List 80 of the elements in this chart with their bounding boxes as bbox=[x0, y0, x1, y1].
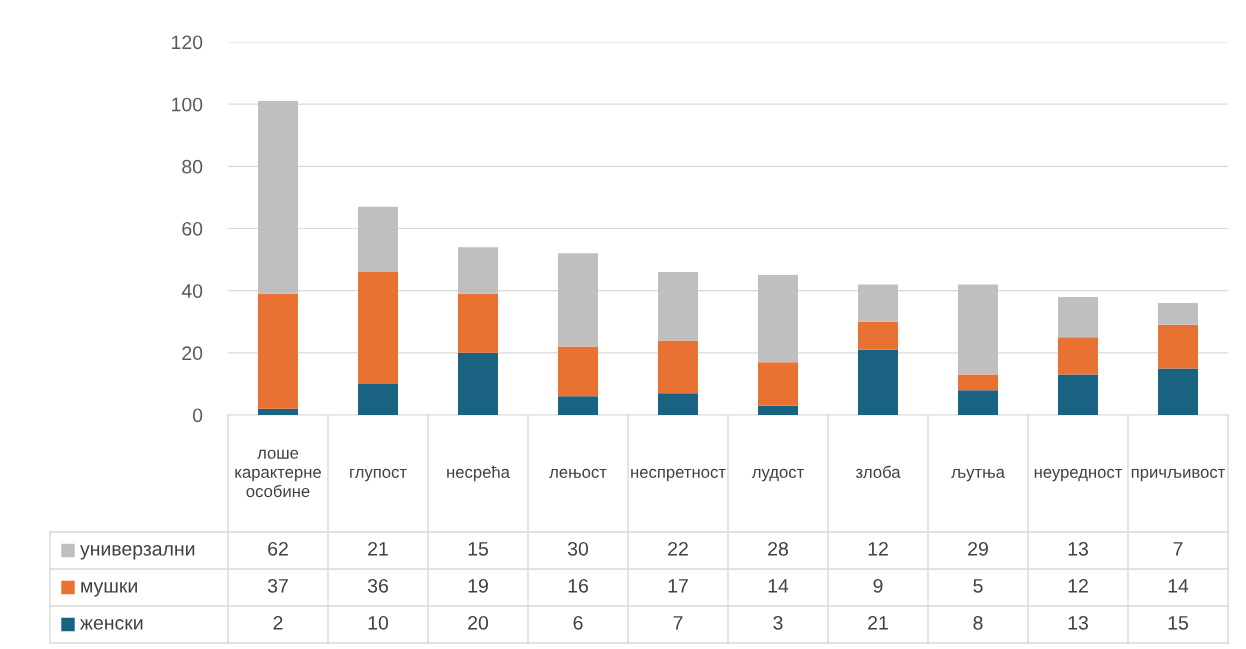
bar bbox=[258, 101, 298, 294]
data-label: 36 bbox=[367, 578, 388, 593]
data-label: 8 bbox=[973, 615, 983, 630]
data-label: 14 bbox=[768, 579, 789, 593]
y-tick-label: 80 bbox=[182, 159, 203, 174]
bar bbox=[458, 247, 498, 294]
data-label: 15 bbox=[1168, 616, 1188, 630]
data-label: 29 bbox=[968, 541, 988, 556]
data-label: 3 bbox=[773, 615, 783, 630]
bar bbox=[658, 272, 698, 341]
data-label: 15 bbox=[468, 542, 488, 556]
bar bbox=[558, 346, 598, 397]
y-tick-label: 60 bbox=[182, 221, 203, 236]
y-tick-label: 0 bbox=[192, 408, 203, 423]
data-label: 9 bbox=[873, 578, 883, 593]
y-tick-label: 100 bbox=[172, 97, 203, 112]
x-tick-label: лоше карактерне особине bbox=[235, 449, 321, 498]
data-label: 6 bbox=[573, 615, 583, 630]
y-tick-label: 40 bbox=[181, 284, 203, 298]
data-label: 13 bbox=[1068, 615, 1088, 630]
data-label: 20 bbox=[468, 615, 489, 630]
x-tick-label: глупост bbox=[350, 468, 407, 482]
data-label: 37 bbox=[267, 578, 288, 593]
bar bbox=[1058, 337, 1098, 375]
data-label: 21 bbox=[868, 615, 888, 630]
bar bbox=[558, 396, 598, 415]
x-tick-label: лудост bbox=[751, 468, 804, 482]
data-label: 62 bbox=[268, 541, 288, 556]
bar bbox=[358, 272, 398, 384]
bar bbox=[858, 284, 898, 322]
bar bbox=[758, 362, 798, 406]
data-label: 19 bbox=[468, 578, 488, 593]
bar bbox=[1058, 296, 1098, 338]
data-label: 22 bbox=[668, 541, 688, 556]
bar bbox=[658, 393, 698, 415]
legend-label: универзални bbox=[80, 545, 195, 560]
bar bbox=[1158, 368, 1198, 415]
bar bbox=[958, 284, 998, 375]
data-label: 30 bbox=[567, 541, 589, 556]
bar bbox=[458, 352, 498, 415]
bar bbox=[458, 293, 498, 353]
data-label: 14 bbox=[1168, 579, 1189, 593]
x-tick-label: лењост bbox=[549, 468, 607, 478]
data-label: 5 bbox=[973, 579, 983, 593]
bar bbox=[1158, 324, 1198, 369]
x-tick-label: причљивост bbox=[1131, 468, 1226, 482]
bar bbox=[258, 293, 298, 409]
legend-label: женски bbox=[80, 619, 143, 630]
x-tick-label: неуредност bbox=[1034, 468, 1123, 482]
bar bbox=[758, 275, 798, 363]
x-tick-label: љутња bbox=[951, 468, 1005, 482]
data-label: 7 bbox=[673, 616, 683, 630]
x-tick-label: злоба bbox=[855, 465, 901, 478]
bar bbox=[258, 408, 298, 415]
data-label: 21 bbox=[368, 541, 388, 556]
bar bbox=[358, 206, 398, 273]
y-tick-label: 20 bbox=[182, 346, 203, 361]
bar bbox=[958, 374, 998, 391]
data-label: 12 bbox=[1068, 578, 1088, 593]
data-label: 28 bbox=[768, 541, 788, 556]
bar bbox=[358, 383, 398, 415]
legend-label: мушки bbox=[81, 582, 137, 597]
data-label: 2 bbox=[273, 615, 283, 630]
bar bbox=[858, 321, 898, 350]
data-label: 7 bbox=[1173, 542, 1183, 556]
data-label: 13 bbox=[1068, 541, 1088, 556]
bar bbox=[558, 253, 598, 347]
data-label: 10 bbox=[368, 615, 389, 630]
x-tick-label: несрећа bbox=[447, 465, 510, 482]
bar bbox=[858, 349, 898, 415]
data-label: 17 bbox=[668, 579, 688, 593]
bar bbox=[1158, 303, 1198, 325]
bar bbox=[958, 390, 998, 415]
bar bbox=[1058, 374, 1098, 415]
bar bbox=[658, 340, 698, 394]
x-tick-label: неспретност bbox=[631, 468, 726, 482]
bar bbox=[758, 405, 798, 415]
data-label: 12 bbox=[868, 541, 888, 556]
data-label: 16 bbox=[568, 578, 588, 593]
y-tick-label: 120 bbox=[172, 35, 203, 50]
